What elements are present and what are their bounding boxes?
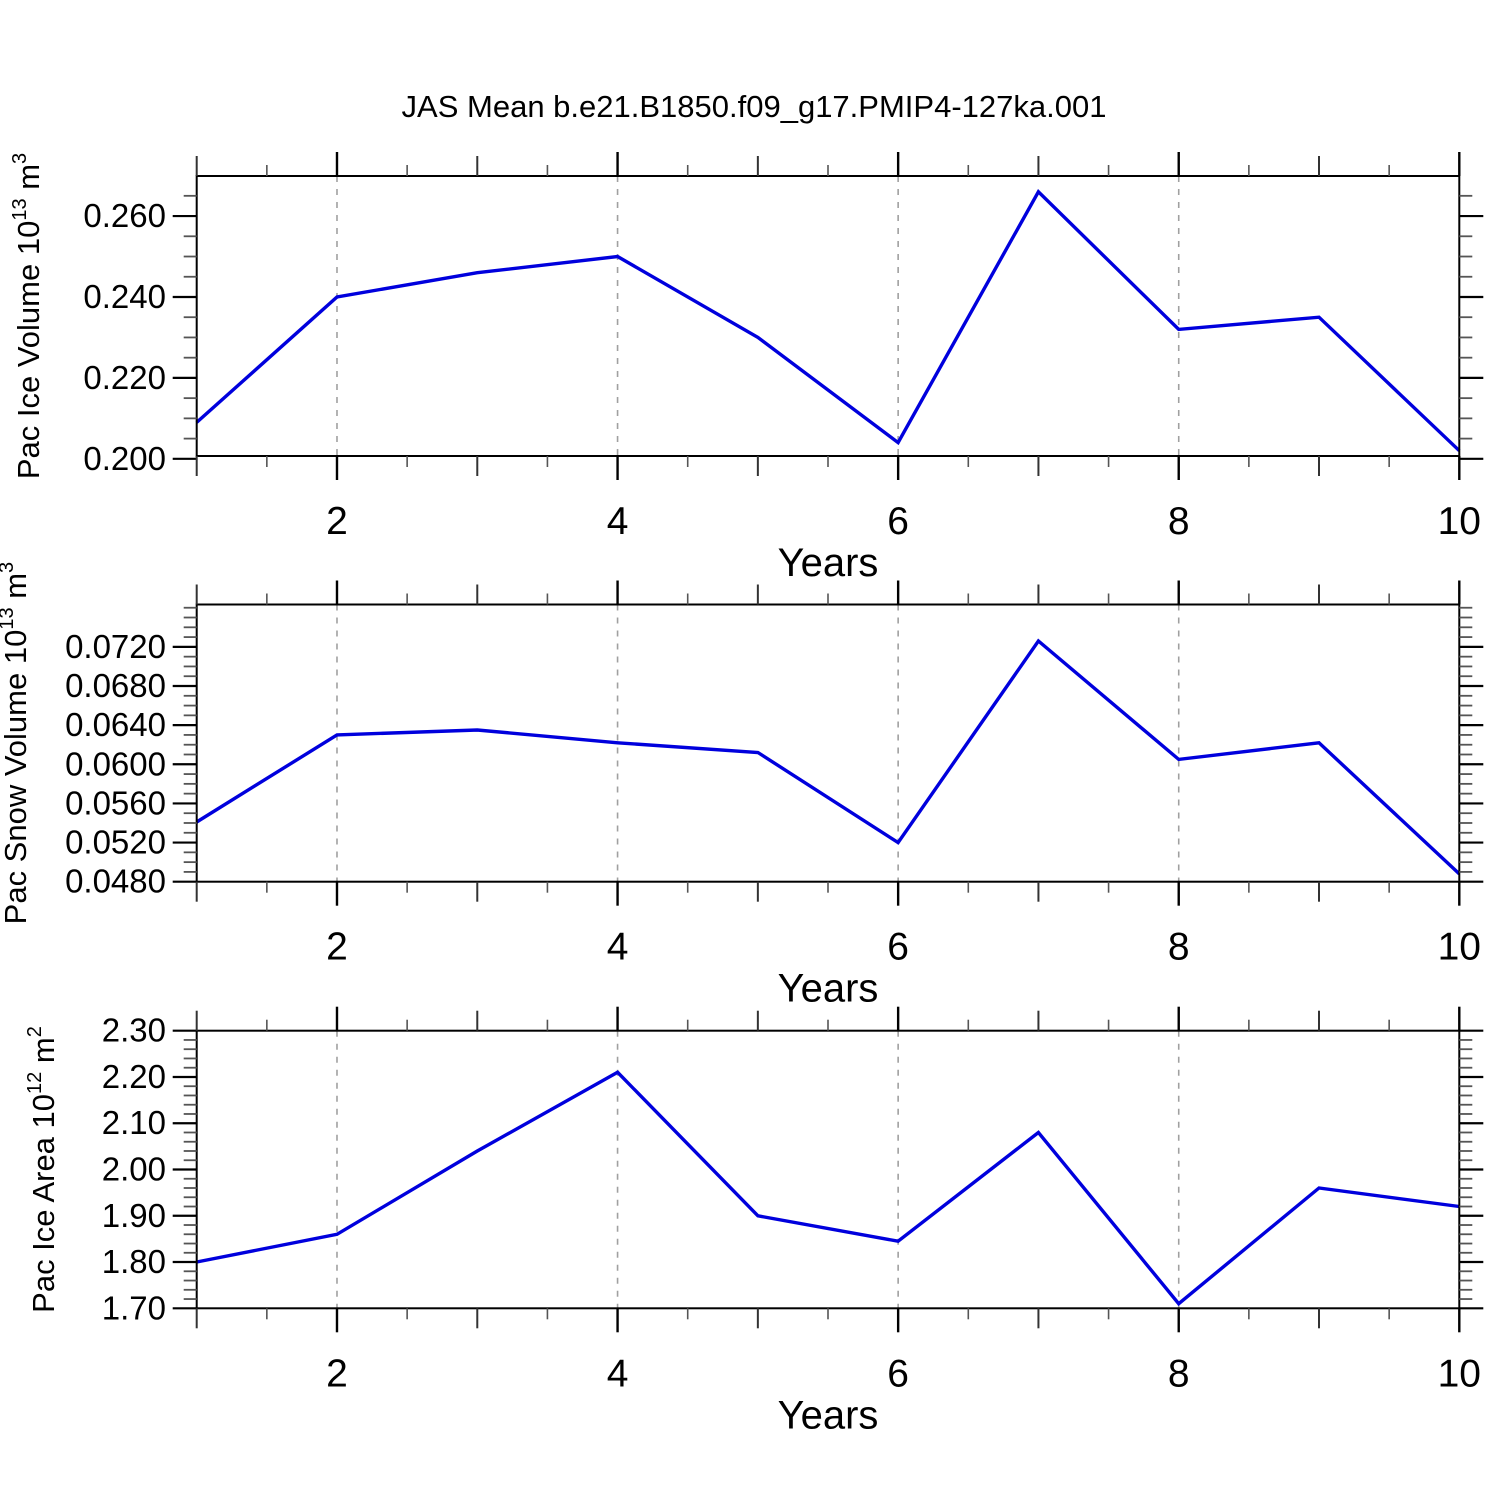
y-tick-label: 0.0640	[65, 706, 166, 743]
x-tick-label: 6	[887, 1352, 909, 1395]
chart-pac-snow-volume: 0.04800.05200.05600.06000.06400.06800.07…	[0, 562, 1484, 1011]
y-tick-label: 0.0480	[65, 863, 166, 900]
y-tick-label: 2.10	[102, 1104, 166, 1141]
x-tick-label: 10	[1438, 926, 1481, 969]
plot-frame	[195, 175, 1461, 457]
x-tick-label: 6	[887, 500, 909, 543]
y-tick-label: 2.30	[102, 1012, 166, 1049]
x-tick-label: 4	[607, 1352, 629, 1395]
y-tick-label: 1.80	[102, 1243, 166, 1280]
y-axis-title: Pac Snow Volume 1013 m3	[0, 562, 33, 925]
x-axis-title: Years	[778, 1393, 879, 1437]
data-line-pac-ice-area	[196, 1070, 1460, 1307]
plot-frame	[195, 1029, 1461, 1310]
x-tick-label: 2	[326, 500, 348, 543]
x-tick-label: 8	[1168, 1352, 1190, 1395]
y-tick-label: 2.00	[102, 1151, 166, 1188]
x-tick-label: 4	[607, 926, 629, 969]
y-tick-label: 1.70	[102, 1289, 166, 1326]
x-tick-label: 8	[1168, 926, 1190, 969]
y-tick-label: 1.90	[102, 1197, 166, 1234]
plot-frame	[195, 603, 1461, 883]
y-axis-title: Pac Ice Volume 1013 m3	[9, 153, 46, 479]
x-axis-title: Years	[778, 541, 879, 585]
y-tick-label: 0.260	[83, 197, 166, 234]
y-tick-label: 0.200	[83, 440, 166, 477]
x-tick-label: 8	[1168, 500, 1190, 543]
chart-title: JAS Mean b.e21.B1850.f09_g17.PMIP4-127ka…	[402, 89, 1107, 124]
y-tick-label: 0.0600	[65, 745, 166, 782]
data-line-pac-ice-volume	[195, 189, 1461, 452]
x-tick-label: 2	[326, 926, 348, 969]
x-axis-title: Years	[778, 967, 879, 1011]
y-tick-label: 0.0560	[65, 784, 166, 821]
y-tick-label: 0.240	[83, 278, 166, 315]
y-tick-label: 0.0520	[65, 824, 166, 861]
y-axis-title: Pac Ice Area 1012 m2	[24, 1026, 61, 1313]
x-tick-label: 2	[326, 1352, 348, 1395]
chart-pac-ice-volume: 0.200 0.220 0.240 0.260 2 4 6 8 10 Years Pac Ice V…	[9, 152, 1484, 585]
x-tick-label: 4	[607, 500, 629, 543]
x-tick-label: 6	[887, 926, 909, 969]
x-tick-label: 10	[1438, 500, 1481, 543]
data-line-pac-snow-volume	[195, 638, 1461, 876]
chart-pac-ice-area: 1.70 1.80 1.90 2.00 2.10 2.20 2.30 2 4 6 8 10 Years P…	[24, 1006, 1484, 1437]
y-tick-label: 0.0680	[65, 667, 166, 704]
x-tick-label: 10	[1438, 1352, 1481, 1395]
y-tick-label: 0.0720	[65, 628, 166, 665]
y-tick-label: 0.220	[83, 359, 166, 396]
y-tick-label: 2.20	[102, 1058, 166, 1095]
